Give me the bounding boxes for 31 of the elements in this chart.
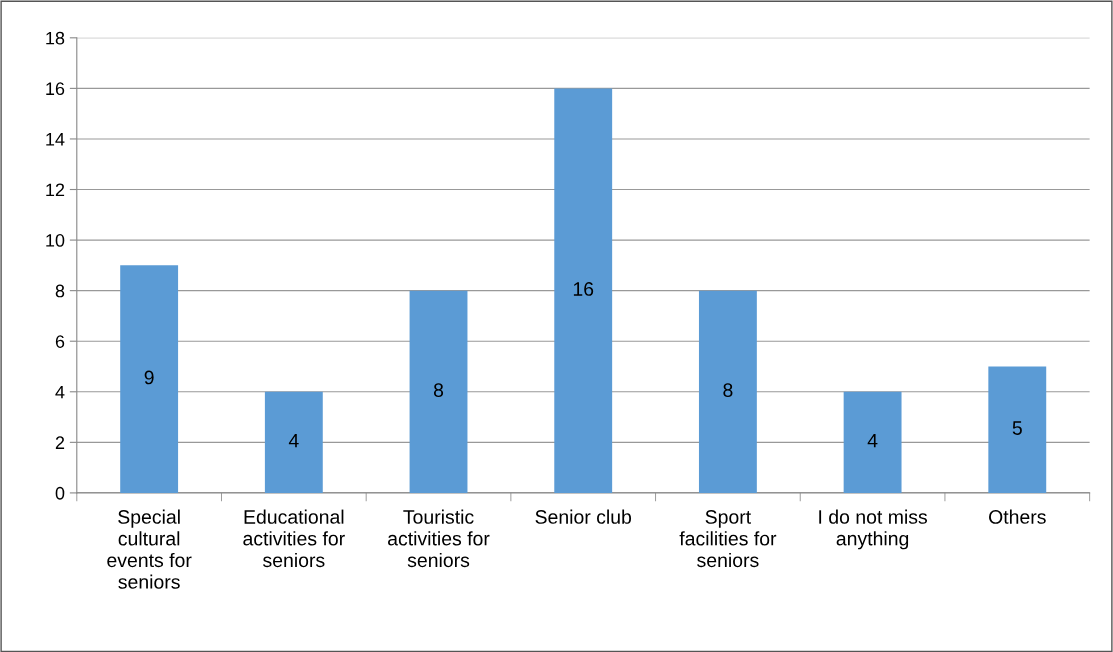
data-label: 5 [1012,421,1022,435]
y-tick-label: 8 [55,284,65,298]
x-tick-label: I do not miss anything [819,509,928,550]
bar [698,290,757,493]
bar [409,290,468,493]
x-tick-label: Sport facilities for seniors [679,510,777,568]
data-label: 4 [288,434,299,448]
data-label: 4 [867,434,878,448]
data-label: 16 [573,282,594,296]
x-tick-label: Senior club [535,509,632,524]
x-tick-label: Touristic activities for seniors [388,509,490,568]
y-tick-label: 6 [55,335,65,348]
y-tick-label: 4 [55,385,65,399]
data-label: 8 [723,383,733,397]
y-tick-label: 10 [46,234,65,247]
y-tick-label: 18 [46,31,65,45]
bar [554,88,613,493]
data-label: 9 [144,370,154,385]
y-tick-label: 2 [55,436,65,449]
bar [843,391,902,493]
bar [988,366,1047,493]
data-label: 8 [433,383,444,397]
bar [264,391,323,493]
y-tick-label: 12 [46,183,65,197]
y-tick-label: 0 [55,486,65,500]
x-tick-label: Special cultural events for seniors [107,509,192,589]
x-tick-label: Educational activities for seniors [243,509,345,568]
x-tick-label: Others [989,509,1046,524]
y-tick-label: 16 [46,82,65,96]
bar [120,265,179,493]
y-tick-label: 14 [46,133,65,146]
